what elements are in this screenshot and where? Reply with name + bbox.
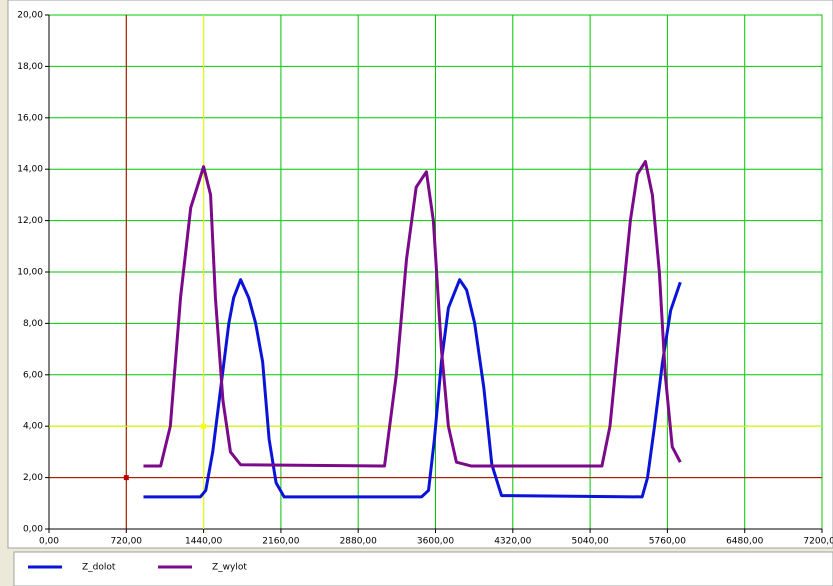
x-tick-label: 2880,00: [340, 537, 377, 547]
cursor-point: [123, 475, 129, 481]
cursor-point: [201, 423, 207, 429]
x-tick-label: 6480,00: [726, 537, 763, 547]
y-tick-label: 8,00: [23, 319, 43, 329]
x-tick-label: 7200,00: [803, 537, 833, 547]
y-tick-label: 18,00: [17, 62, 43, 72]
x-tick-label: 2160,00: [262, 537, 299, 547]
y-tick-label: 20,00: [17, 11, 43, 21]
series-line: [143, 278, 682, 499]
y-tick-label: 10,00: [17, 268, 43, 278]
legend-label: Z_wylot: [212, 563, 247, 573]
y-tick-label: 4,00: [23, 422, 43, 432]
x-tick-label: 3600,00: [417, 537, 454, 547]
series-line: [143, 159, 682, 468]
x-tick-label: 4320,00: [494, 537, 531, 547]
x-tick-label: 720,00: [111, 537, 143, 547]
legend-box: [13, 551, 833, 586]
x-tick-label: 1440,00: [185, 537, 222, 547]
y-tick-label: 16,00: [17, 113, 43, 123]
legend-label: Z_dolot: [82, 563, 116, 573]
y-tick-label: 14,00: [17, 165, 43, 175]
y-tick-label: 12,00: [17, 216, 43, 226]
x-tick-label: 5760,00: [649, 537, 686, 547]
y-tick-label: 0,00: [23, 525, 43, 535]
x-tick-label: 0,00: [39, 537, 59, 547]
x-tick-label: 5040,00: [571, 537, 608, 547]
y-tick-label: 2,00: [23, 473, 43, 483]
y-tick-label: 6,00: [23, 370, 43, 380]
